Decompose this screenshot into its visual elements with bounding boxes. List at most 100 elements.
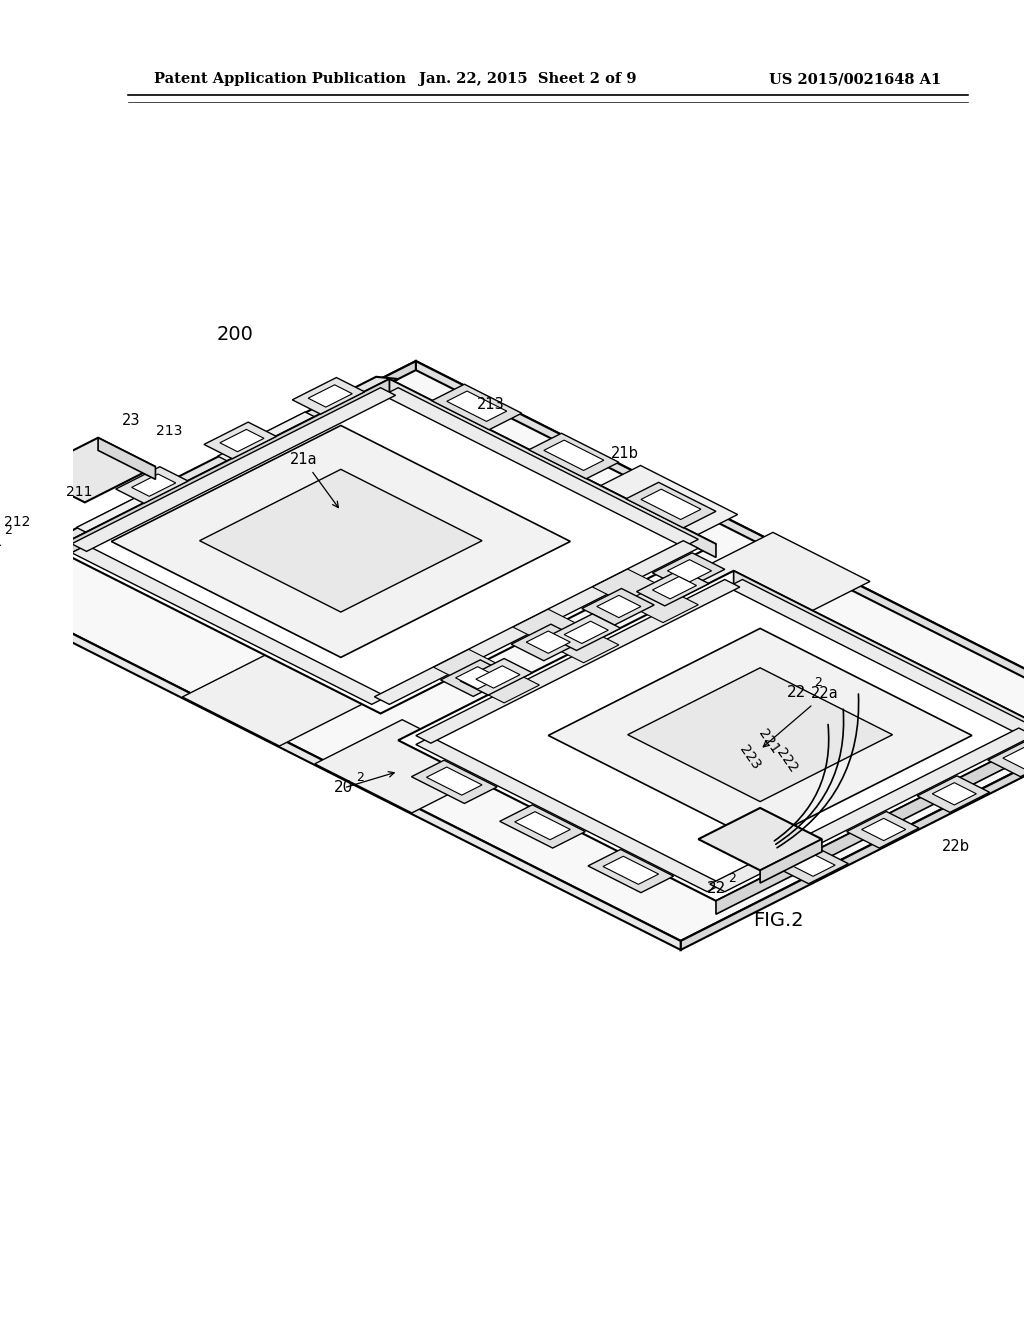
Polygon shape <box>628 668 893 801</box>
Text: 22b: 22b <box>942 840 970 854</box>
Polygon shape <box>0 376 398 585</box>
Text: 2: 2 <box>728 873 735 886</box>
Polygon shape <box>426 767 482 795</box>
Polygon shape <box>77 483 261 577</box>
Polygon shape <box>564 622 608 643</box>
Polygon shape <box>456 667 500 689</box>
Polygon shape <box>446 391 507 421</box>
Text: 2: 2 <box>4 524 12 537</box>
Text: US 2015/0021648 A1: US 2015/0021648 A1 <box>769 73 941 86</box>
Polygon shape <box>652 577 696 599</box>
Polygon shape <box>398 570 1024 900</box>
Text: 22: 22 <box>787 685 806 700</box>
Text: 221: 221 <box>756 727 782 756</box>
Polygon shape <box>112 425 570 657</box>
Text: 223: 223 <box>737 743 763 772</box>
Polygon shape <box>116 467 188 503</box>
Polygon shape <box>204 422 276 459</box>
Text: 213: 213 <box>156 424 182 438</box>
Polygon shape <box>988 741 1024 776</box>
Polygon shape <box>861 818 906 841</box>
Polygon shape <box>668 560 712 582</box>
Polygon shape <box>626 482 716 528</box>
Polygon shape <box>588 849 674 892</box>
Text: 2: 2 <box>356 771 365 784</box>
Text: Patent Application Publication: Patent Application Publication <box>155 73 407 86</box>
Polygon shape <box>548 628 972 842</box>
Text: 22: 22 <box>708 882 727 896</box>
Polygon shape <box>727 579 1024 734</box>
Polygon shape <box>416 579 739 743</box>
Polygon shape <box>383 388 698 546</box>
Polygon shape <box>652 553 725 590</box>
Polygon shape <box>818 715 1002 808</box>
Polygon shape <box>220 429 264 451</box>
Polygon shape <box>416 737 722 892</box>
Polygon shape <box>375 541 698 705</box>
Polygon shape <box>685 532 870 626</box>
Polygon shape <box>54 379 716 714</box>
Polygon shape <box>28 438 156 503</box>
Polygon shape <box>677 787 861 880</box>
Polygon shape <box>412 760 497 804</box>
Polygon shape <box>553 466 737 558</box>
Polygon shape <box>314 719 500 813</box>
Text: FIG.2: FIG.2 <box>754 911 804 929</box>
Polygon shape <box>544 624 618 663</box>
Polygon shape <box>500 805 586 847</box>
Polygon shape <box>0 585 681 950</box>
Polygon shape <box>603 857 658 884</box>
Text: 2: 2 <box>814 676 822 689</box>
Polygon shape <box>637 569 709 606</box>
Polygon shape <box>200 470 482 612</box>
Text: 21a: 21a <box>290 453 338 508</box>
Polygon shape <box>182 653 367 746</box>
Polygon shape <box>760 840 822 883</box>
Polygon shape <box>460 659 532 696</box>
Polygon shape <box>791 854 836 876</box>
Polygon shape <box>465 665 540 702</box>
Text: 21: 21 <box>0 533 3 549</box>
Polygon shape <box>72 545 387 705</box>
Polygon shape <box>641 490 701 520</box>
Polygon shape <box>548 614 621 651</box>
Text: 21b: 21b <box>610 446 639 461</box>
Text: 211: 211 <box>67 484 93 499</box>
Polygon shape <box>98 438 156 479</box>
Text: 200: 200 <box>217 325 254 345</box>
Text: 213: 213 <box>477 397 505 412</box>
Polygon shape <box>0 362 1024 941</box>
Polygon shape <box>932 783 976 805</box>
Polygon shape <box>132 474 176 496</box>
Polygon shape <box>440 660 513 697</box>
Polygon shape <box>416 362 1024 727</box>
Polygon shape <box>433 649 509 688</box>
Polygon shape <box>432 384 522 430</box>
Polygon shape <box>544 440 604 470</box>
Polygon shape <box>624 585 698 623</box>
Polygon shape <box>776 847 849 884</box>
Polygon shape <box>72 388 395 552</box>
Polygon shape <box>511 624 584 661</box>
Polygon shape <box>513 610 588 647</box>
Polygon shape <box>389 379 716 557</box>
Polygon shape <box>582 589 654 626</box>
Polygon shape <box>0 362 416 593</box>
Polygon shape <box>698 808 822 870</box>
Text: 222: 222 <box>774 746 801 775</box>
Polygon shape <box>515 812 570 840</box>
Text: Jan. 22, 2015  Sheet 2 of 9: Jan. 22, 2015 Sheet 2 of 9 <box>419 73 637 86</box>
Polygon shape <box>710 729 1024 892</box>
Polygon shape <box>218 412 402 506</box>
Text: 20: 20 <box>334 780 353 796</box>
Text: 23: 23 <box>122 413 140 428</box>
Polygon shape <box>308 385 352 407</box>
Polygon shape <box>54 379 389 562</box>
Polygon shape <box>681 718 1024 950</box>
Polygon shape <box>847 812 919 847</box>
Text: 212: 212 <box>4 515 31 529</box>
Polygon shape <box>597 595 641 618</box>
Polygon shape <box>733 570 1024 744</box>
Polygon shape <box>528 433 618 479</box>
Polygon shape <box>526 631 570 653</box>
